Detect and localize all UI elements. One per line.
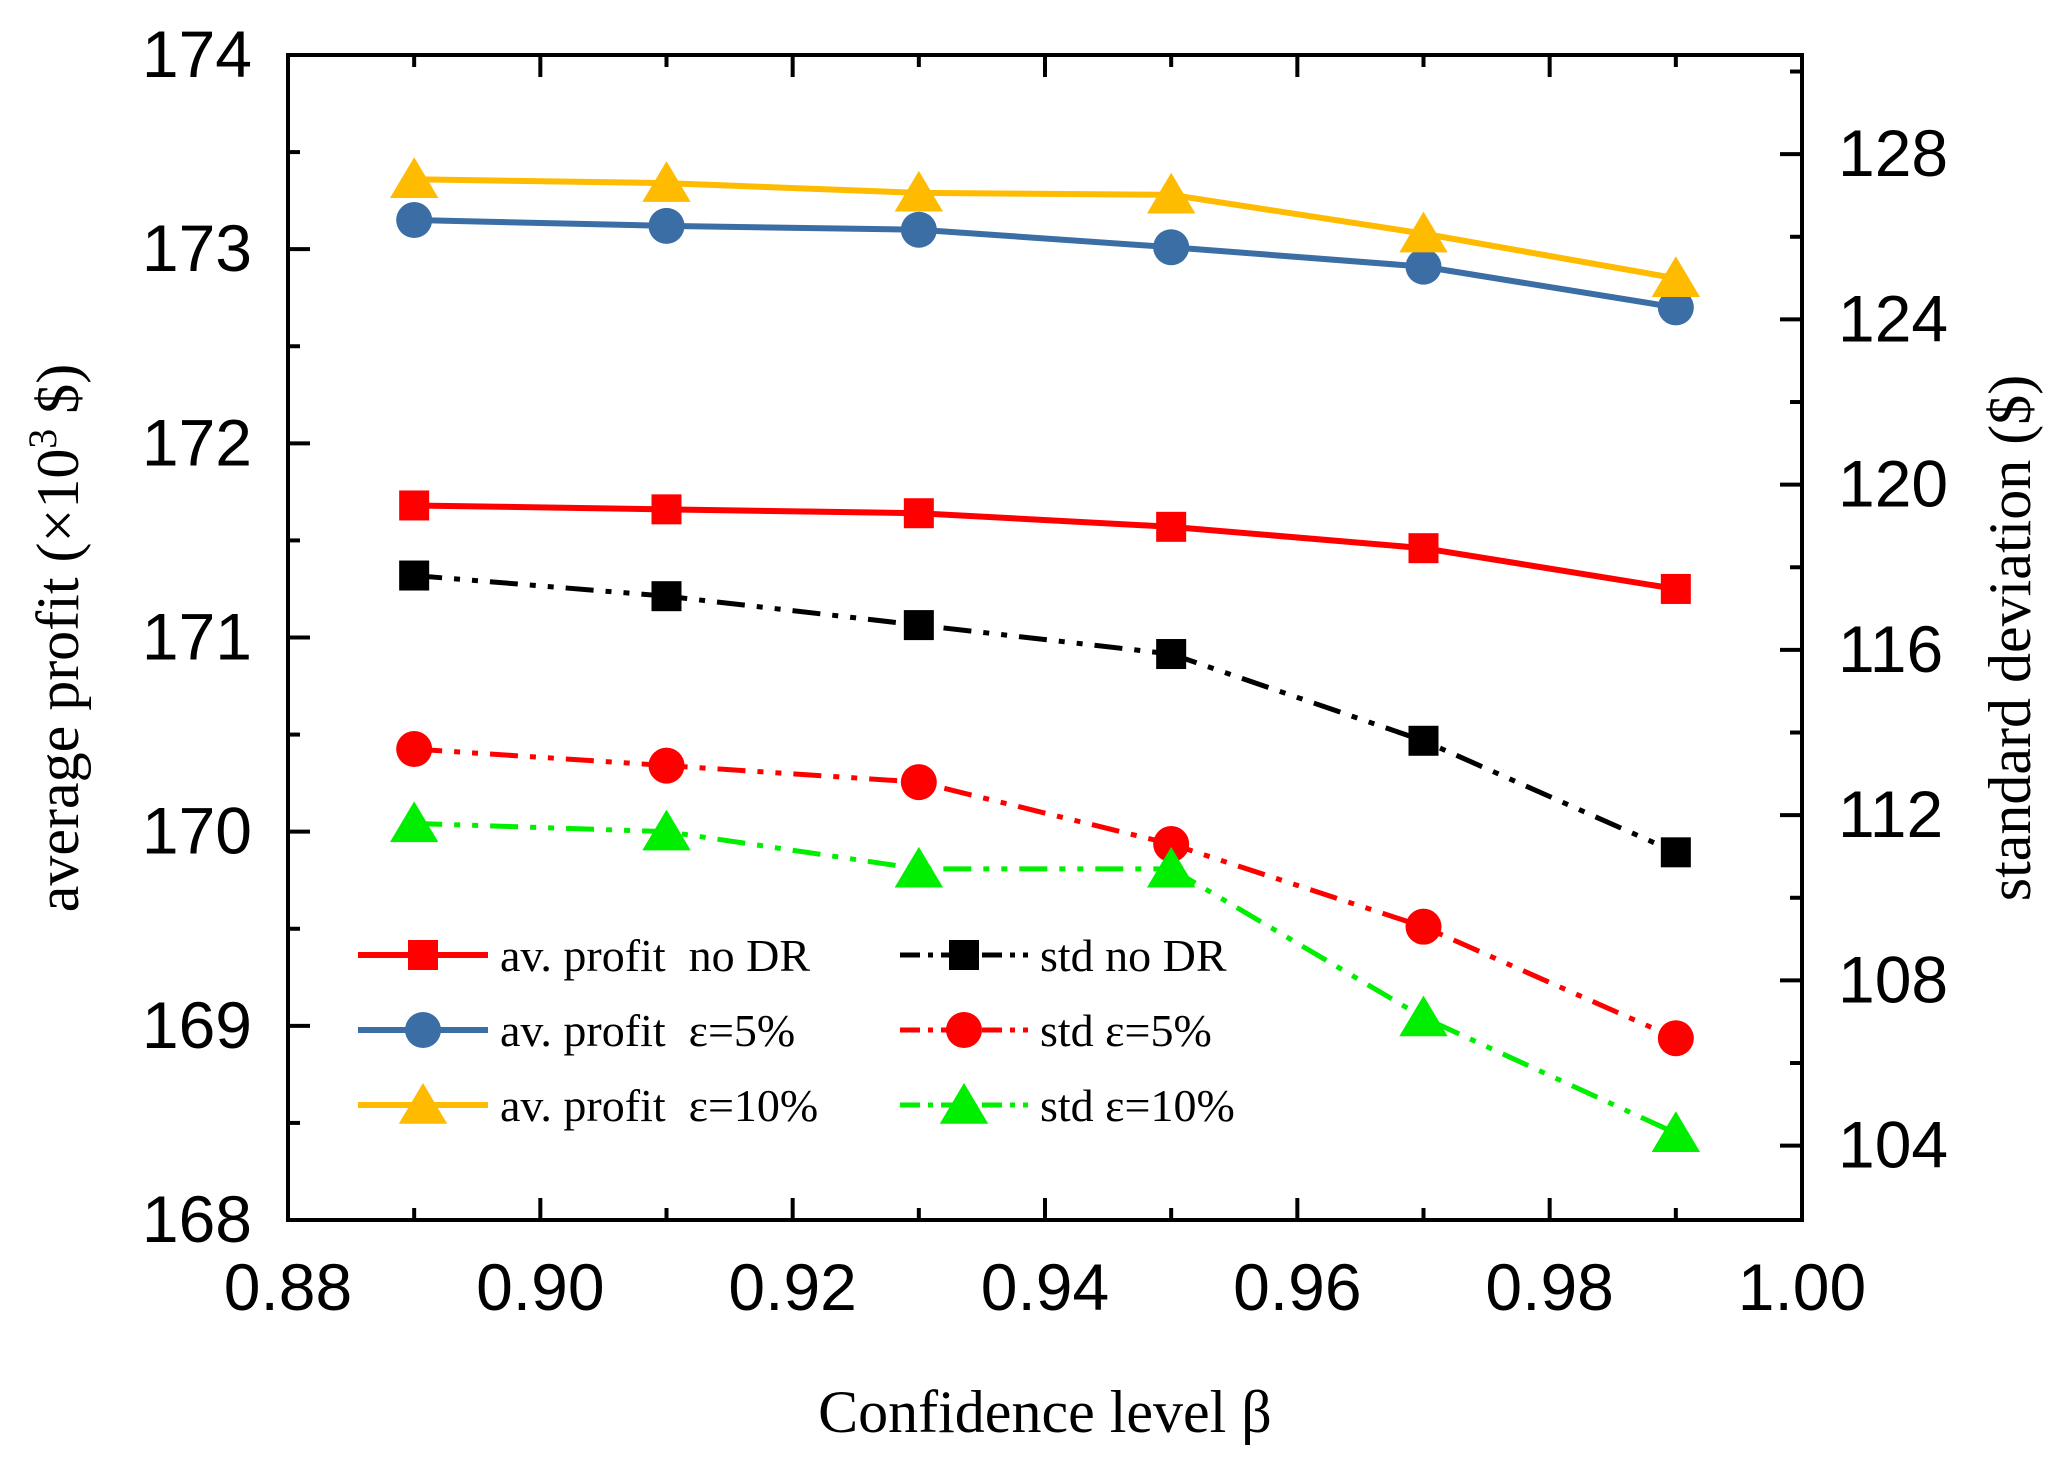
- series-4-point: [1657, 1020, 1694, 1057]
- series-1-point: [396, 202, 433, 239]
- y-left-tick-label: 170: [142, 794, 252, 868]
- series-3-point: [1408, 725, 1439, 756]
- plot-frame: [286, 53, 1804, 1222]
- series-2-point: [1399, 211, 1448, 253]
- y-left-axis-title: average profit (×103 $): [20, 364, 91, 913]
- x-tick-label: 0.94: [981, 1250, 1109, 1324]
- series-1-point: [648, 207, 685, 244]
- series-line-0: [414, 502, 1677, 592]
- y-left-tick-labels: 168 169 170 171 172 173 174: [142, 17, 252, 1256]
- x-tick-label: 0.92: [728, 1250, 856, 1324]
- series-0-point: [651, 494, 682, 525]
- y-left-tick-label: 171: [142, 600, 252, 674]
- legend-label-3: std no DR: [1040, 930, 1227, 981]
- series-3-point: [651, 581, 682, 612]
- y-right-tick-label: 116: [1838, 612, 1943, 686]
- series-0-point: [1408, 533, 1439, 564]
- series-line-1: [414, 217, 1677, 311]
- y-left-tick-label: 169: [142, 988, 252, 1062]
- series-line-3: [413, 573, 1677, 855]
- series-3-point: [399, 560, 430, 591]
- series-5-point: [1651, 1111, 1701, 1152]
- x-tick-label: 0.88: [224, 1250, 352, 1324]
- y-right-tick-label: 104: [1838, 1108, 1948, 1182]
- series-line-5: [414, 820, 1677, 1136]
- legend-marker-4: [946, 1012, 982, 1048]
- series-3-point: [1156, 639, 1187, 670]
- x-tick-label: 0.96: [1233, 1250, 1361, 1324]
- x-tick-labels: 0.88 0.90 0.92 0.94 0.96 0.98 1.00: [224, 1250, 1866, 1324]
- y-right-tick-label: 124: [1838, 281, 1948, 355]
- y-right-axis-title: standard deviation ($): [1977, 375, 2043, 902]
- legend-label-4: std ε=5%: [1040, 1005, 1212, 1056]
- series-3-point: [903, 610, 934, 641]
- y-left-tick-label: 173: [142, 211, 252, 285]
- y-right-tick-labels: 104 108 112 116 120 124 128: [1838, 116, 1948, 1181]
- series-5-point: [1399, 995, 1448, 1037]
- series-4-point: [900, 764, 937, 801]
- series-5-point: [1146, 846, 1196, 888]
- series-1-point: [1657, 289, 1694, 326]
- series-1-point: [1153, 229, 1190, 266]
- y-right-tick-label: 112: [1838, 777, 1943, 851]
- series-2-point: [1651, 256, 1701, 297]
- series-line-2: [414, 176, 1677, 282]
- legend-marker-1: [405, 1012, 441, 1048]
- y-left-tick-label: 174: [142, 17, 252, 91]
- y-left-tick-label: 172: [142, 405, 252, 479]
- series-4-point: [648, 747, 685, 784]
- series-markers: [389, 157, 1701, 1152]
- legend-label-0: av. profit no DR: [500, 930, 810, 981]
- legend: av. profit no DR av. profit ε=5% av. profi…: [358, 930, 1235, 1131]
- series-0-point: [903, 498, 934, 529]
- legend-marker-2: [398, 1083, 448, 1124]
- legend-marker-0: [408, 940, 438, 970]
- series-3-point: [1660, 837, 1691, 868]
- series-4-point: [1153, 826, 1190, 863]
- series-0-point: [399, 490, 430, 521]
- series-2-point: [894, 170, 944, 212]
- legend-marker-3: [949, 940, 979, 970]
- x-tick-label: 1.00: [1738, 1250, 1866, 1324]
- series-1-point: [900, 211, 937, 248]
- x-tick-label: 0.98: [1485, 1250, 1613, 1324]
- series-4-point: [1405, 908, 1442, 945]
- series-0-point: [1660, 573, 1691, 604]
- series-2-point: [389, 157, 439, 198]
- legend-label-5: std ε=10%: [1040, 1080, 1235, 1131]
- x-axis-title: Confidence level β: [818, 1379, 1272, 1445]
- series-2-point: [642, 161, 691, 202]
- legend-label-1: av. profit ε=5%: [500, 1005, 795, 1056]
- x-tick-label: 0.90: [476, 1250, 604, 1324]
- series-2-point: [1146, 172, 1196, 214]
- series-5-point: [642, 809, 691, 851]
- series-lines: [413, 176, 1677, 1136]
- series-1-point: [1405, 248, 1442, 285]
- series-0-point: [1156, 511, 1187, 542]
- legend-marker-5: [939, 1083, 989, 1124]
- series-4-point: [396, 731, 433, 768]
- y-right-tick-label: 108: [1838, 942, 1948, 1016]
- series-line-4: [414, 746, 1677, 1041]
- series-5-point: [389, 801, 439, 843]
- y-right-tick-label: 128: [1838, 116, 1948, 190]
- series-5-point: [894, 846, 944, 888]
- y-right-tick-label: 120: [1838, 447, 1948, 521]
- legend-label-2: av. profit ε=10%: [500, 1080, 818, 1131]
- y-left-tick-label: 168: [142, 1182, 252, 1256]
